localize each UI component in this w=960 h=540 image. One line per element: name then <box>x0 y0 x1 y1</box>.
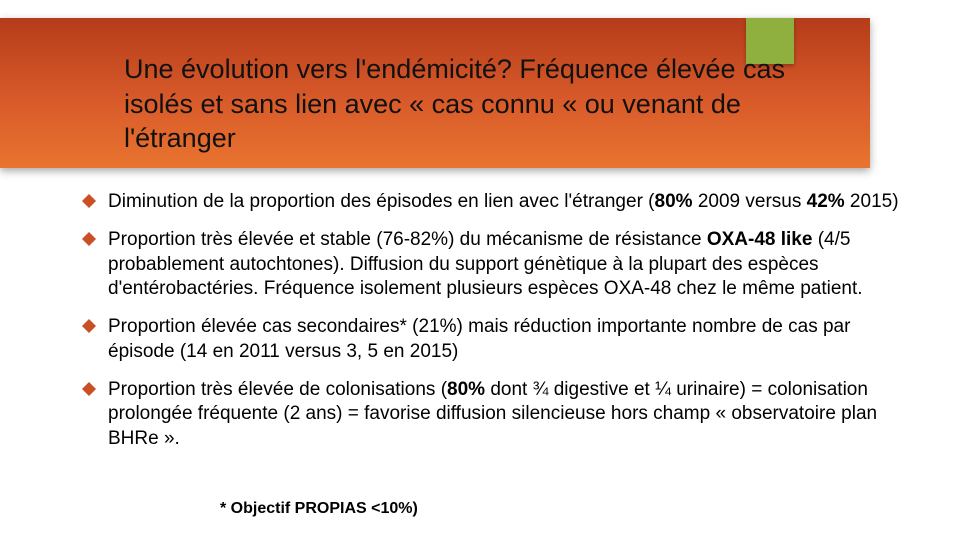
bullet-item: Proportion très élevée et stable (76-82%… <box>82 228 900 301</box>
diamond-icon <box>82 232 96 246</box>
bullet-text: Proportion très élevée et stable (76-82%… <box>108 228 900 301</box>
bullet-text: Proportion très élevée de colonisations … <box>108 378 900 451</box>
slide-title: Une évolution vers l'endémicité? Fréquen… <box>124 52 844 156</box>
diamond-icon <box>82 319 96 333</box>
slide: Une évolution vers l'endémicité? Fréquen… <box>0 0 960 540</box>
bullet-text: Diminution de la proportion des épisodes… <box>108 190 899 214</box>
footnote: * Objectif PROPIAS <10%) <box>220 500 418 518</box>
bullet-list: Diminution de la proportion des épisodes… <box>82 190 900 465</box>
bullet-item: Proportion très élevée de colonisations … <box>82 378 900 451</box>
diamond-icon <box>82 382 96 396</box>
bullet-text: Proportion élevée cas secondaires* (21%)… <box>108 315 900 364</box>
title-banner: Une évolution vers l'endémicité? Fréquen… <box>0 18 870 168</box>
diamond-icon <box>82 194 96 208</box>
bullet-item: Proportion élevée cas secondaires* (21%)… <box>82 315 900 364</box>
bullet-item: Diminution de la proportion des épisodes… <box>82 190 900 214</box>
